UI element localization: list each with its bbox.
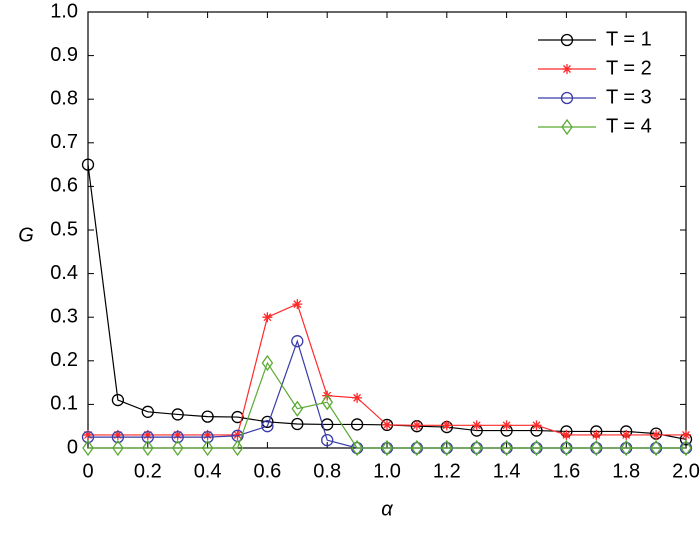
marker [411,439,423,457]
marker [261,415,274,428]
y-tick-label: 0.9 [50,44,78,66]
marker [81,158,95,171]
x-tick-label: 1.4 [493,460,521,482]
marker [201,430,214,444]
marker [112,439,124,457]
marker [172,429,183,440]
marker [590,439,603,457]
series-line [88,303,686,436]
marker [470,439,483,457]
y-axis-label: G [18,224,34,246]
y-tick-label: 0.3 [50,305,78,327]
marker [171,408,184,421]
marker [111,430,125,444]
marker [441,420,452,431]
y-tick-label: 0.5 [50,218,78,240]
marker [82,439,94,457]
marker [231,410,244,424]
marker [261,354,274,372]
y-tick-label: 0.1 [50,393,78,415]
marker [620,439,632,457]
marker [591,429,602,440]
x-tick-label: 1.2 [433,460,461,482]
y-tick-label: 0.2 [50,349,78,371]
marker [531,420,542,431]
legend-label: T = 4 [606,115,652,137]
marker [650,439,662,457]
legend-marker [560,33,574,47]
marker [441,439,453,457]
marker [411,420,422,431]
legend-marker [561,118,573,136]
legend-label: T = 1 [606,28,652,50]
y-tick-label: 0.6 [50,175,78,197]
marker [352,392,363,403]
plot-frame [87,11,687,449]
y-tick-label: 0.7 [50,131,78,153]
marker [142,429,153,440]
marker [321,394,333,411]
marker [83,429,93,440]
marker [142,439,154,457]
marker [471,420,482,431]
marker [201,410,214,423]
marker [291,335,304,348]
marker [112,429,123,440]
series-line [88,361,686,449]
marker [141,430,154,444]
x-tick-label: 1.0 [373,460,401,482]
marker [382,419,392,430]
marker [381,439,393,457]
marker [291,417,304,431]
legend-marker [560,91,574,105]
legend-label: T = 3 [606,86,652,108]
series-line [87,164,687,440]
marker [261,420,274,433]
marker [560,439,573,457]
x-tick-label: 0.6 [253,460,281,482]
marker [321,434,334,447]
x-tick-label: 0 [82,460,93,482]
y-tick-label: 0.4 [50,262,78,284]
marker [351,439,363,457]
x-tick-label: 1.8 [612,460,640,482]
x-tick-label: 0.2 [134,460,162,482]
marker [201,439,214,457]
marker [171,430,184,444]
marker [231,439,244,457]
x-tick-label: 0.8 [313,460,341,482]
marker [291,400,304,417]
marker [292,299,303,310]
marker [621,429,632,440]
marker [81,430,95,444]
marker [141,405,154,418]
marker [202,429,213,440]
legend-marker [562,64,572,74]
y-tick-label: 0 [67,436,78,458]
marker [651,429,662,440]
marker [681,429,691,440]
y-tick-label: 1.0 [50,0,78,22]
marker [321,418,334,431]
marker [500,439,513,457]
marker [530,439,543,457]
marker [350,418,364,431]
y-tick-label: 0.8 [50,87,78,109]
marker [501,420,512,431]
x-tick-label: 0.4 [194,460,222,482]
marker [171,439,184,457]
marker [232,429,243,440]
marker [561,429,572,440]
x-tick-label: 1.6 [552,460,580,482]
marker [111,393,125,407]
marker [262,312,273,323]
marker [680,439,692,457]
x-tick-label: 2.0 [672,460,700,482]
x-axis-label: α [381,498,393,520]
legend-label: T = 2 [606,57,652,79]
